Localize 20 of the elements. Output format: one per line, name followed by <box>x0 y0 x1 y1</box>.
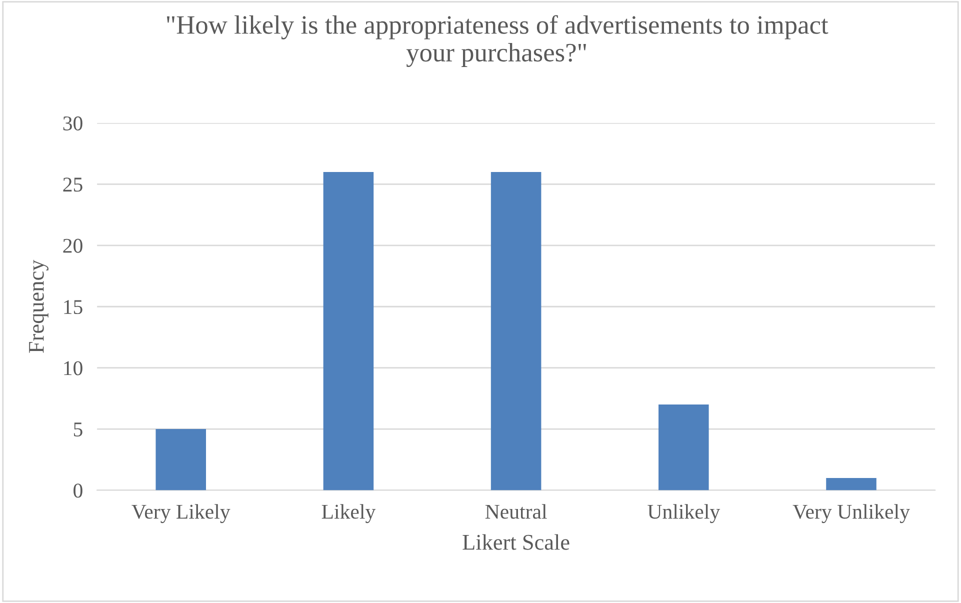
x-tick-label: Neutral <box>485 504 547 519</box>
x-tick-label: Likely <box>322 504 376 524</box>
chart-title: "How likely is the appropriateness of advertisements to impact your purchases?" <box>166 15 828 68</box>
x-tick-label: Very Likely <box>132 504 230 524</box>
y-tick-label: 30 <box>63 116 82 130</box>
x-tick-label: Very Unlikely <box>792 504 910 524</box>
bar <box>490 172 542 490</box>
y-tick-label: 15 <box>64 300 82 314</box>
y-axis-title: Frequency <box>29 260 48 353</box>
x-axis-title: Likert Scale <box>462 534 570 550</box>
y-tick-label: 0 <box>74 484 82 498</box>
bar <box>323 172 374 490</box>
y-tick-label: 20 <box>63 238 82 253</box>
y-tick-label: 5 <box>74 422 82 436</box>
y-tick-label: 10 <box>64 361 82 376</box>
bar <box>156 429 206 490</box>
bar <box>658 404 709 490</box>
bar <box>826 478 876 490</box>
x-tick-label: Unlikely <box>648 504 720 524</box>
y-tick-label: 25 <box>63 178 82 192</box>
